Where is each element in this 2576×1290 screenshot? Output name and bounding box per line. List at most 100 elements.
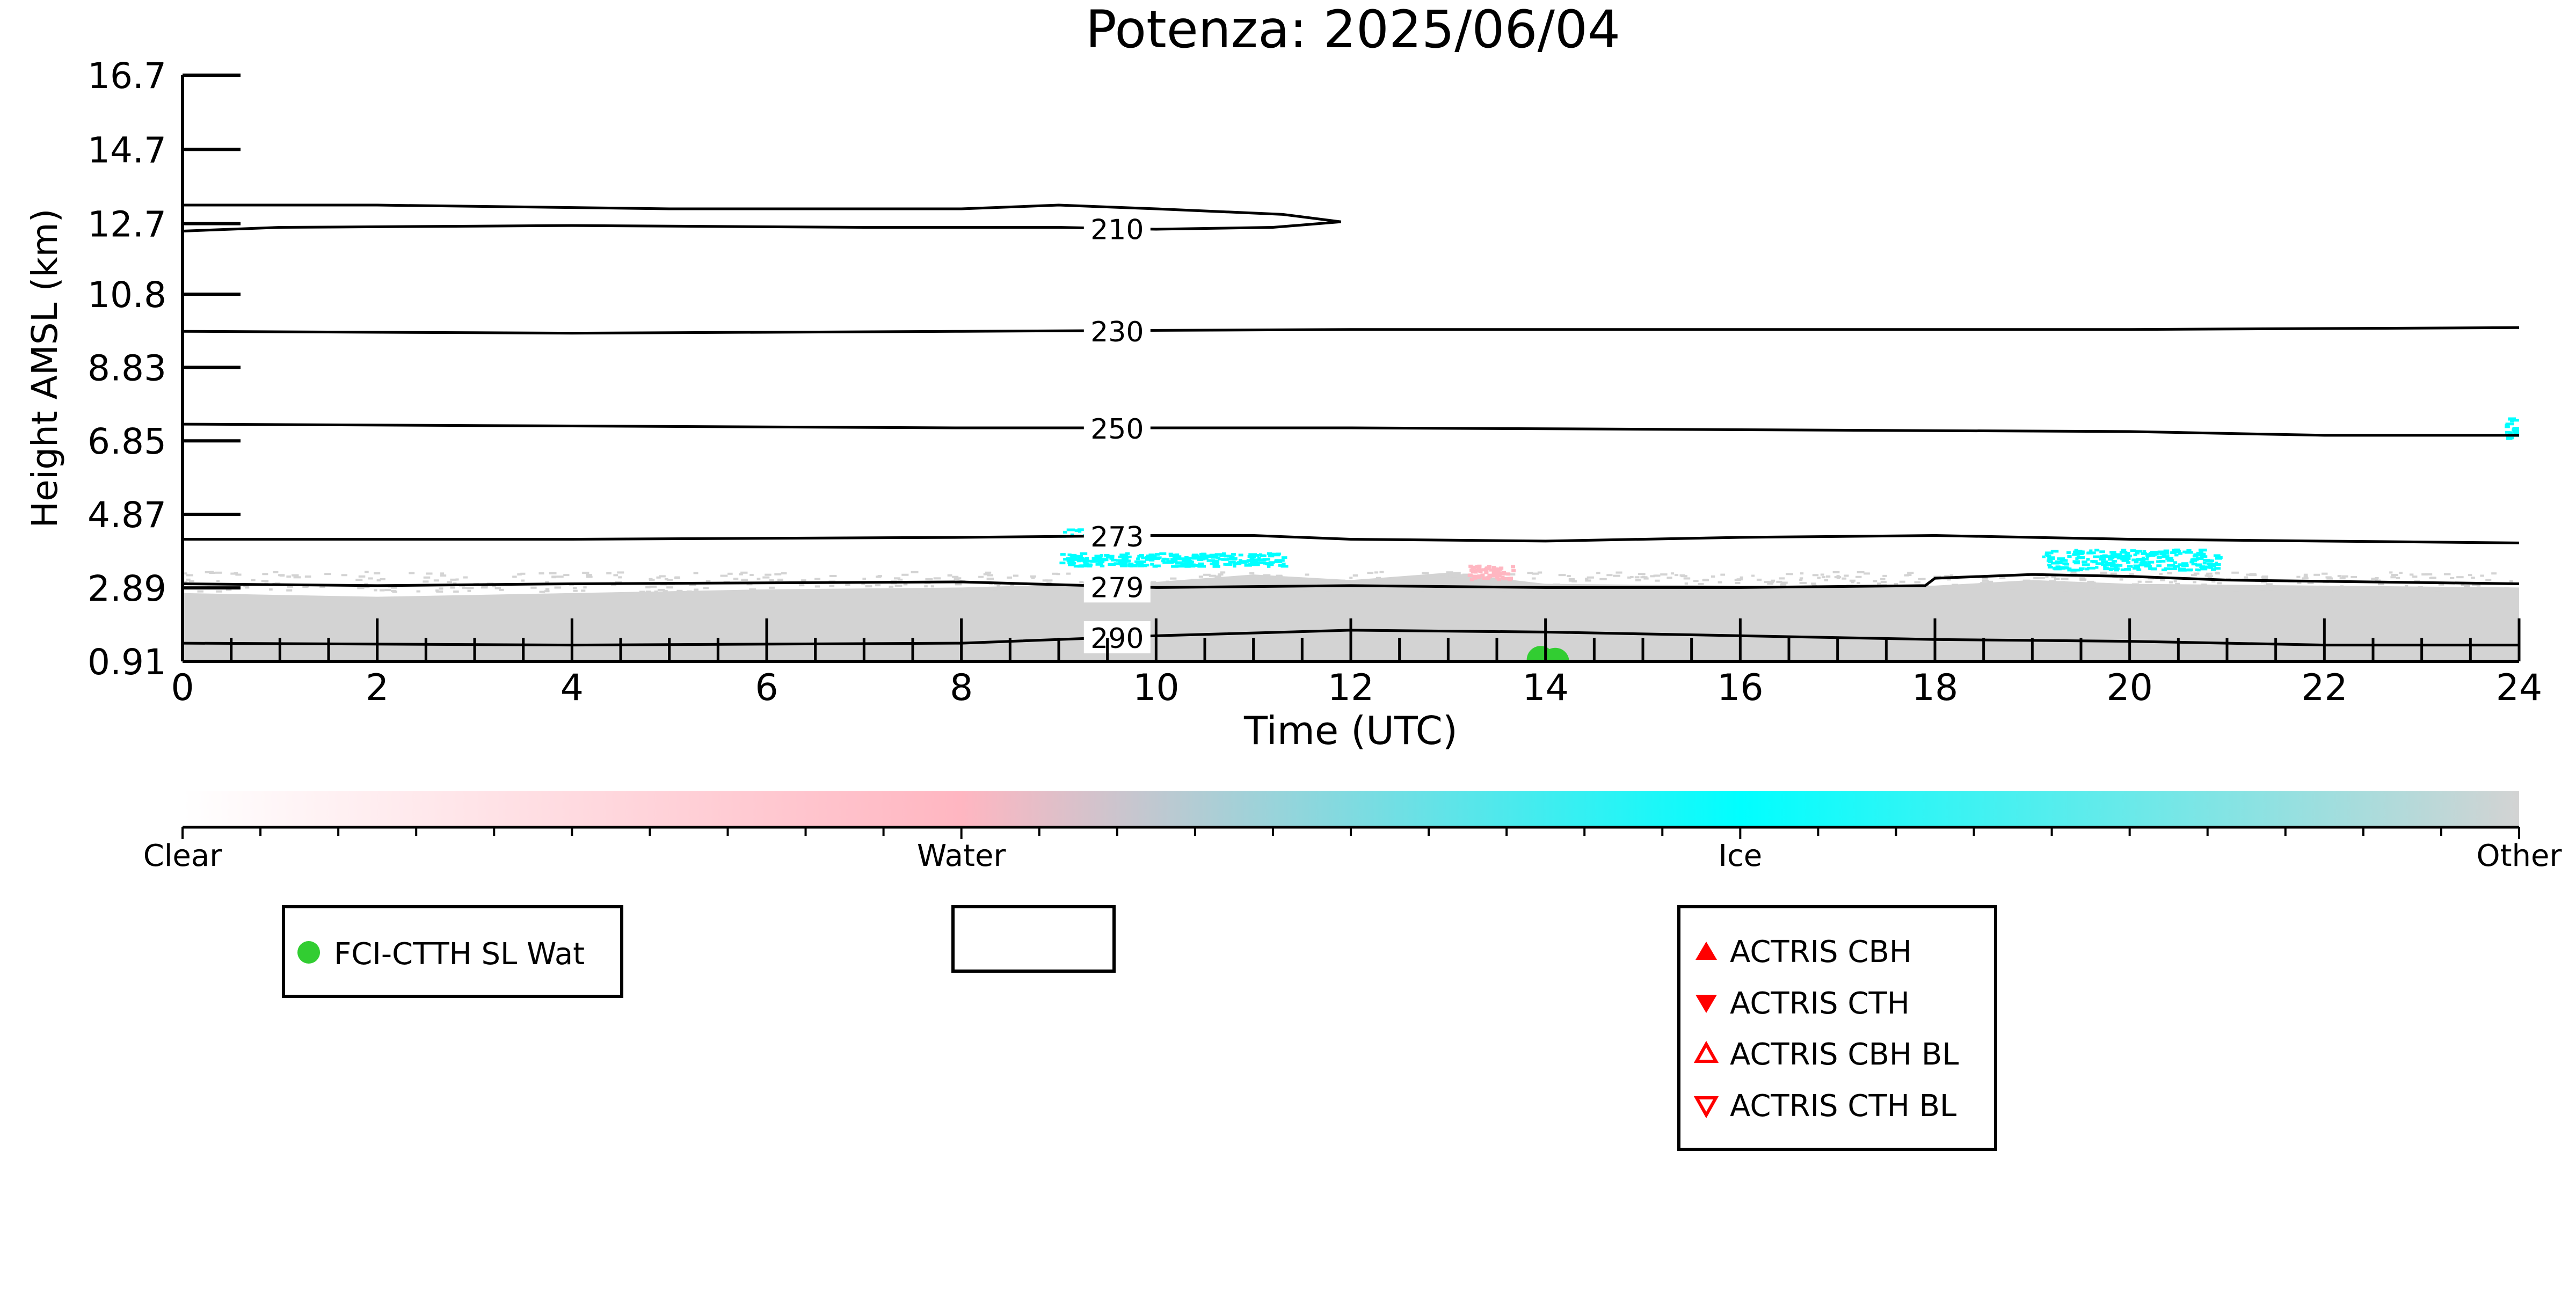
other-speckle <box>2375 579 2381 582</box>
ice-speckle <box>1281 556 1287 559</box>
other-speckle <box>1379 571 1384 573</box>
legend-fci: FCI-CTTH SL Wat <box>282 905 623 998</box>
other-speckle <box>1660 573 1668 576</box>
other-speckle <box>738 573 743 575</box>
ice-speckle <box>2508 431 2513 434</box>
ice-speckle <box>2214 567 2221 570</box>
other-speckle <box>955 583 962 586</box>
other-speckle <box>613 574 618 577</box>
other-speckle <box>865 585 872 588</box>
ice-speckle <box>1083 558 1089 562</box>
x-tick-label: 12 <box>1328 667 1374 709</box>
ice-speckle <box>2124 556 2130 559</box>
other-speckle <box>2201 584 2207 586</box>
legend-actris-box <box>1677 905 1997 1151</box>
x-tick-label: 22 <box>2301 667 2348 709</box>
other-speckle <box>450 586 455 589</box>
other-speckle <box>450 578 457 581</box>
other-speckle <box>186 574 193 577</box>
ice-speckle <box>2145 562 2151 565</box>
colorbar-label: Clear <box>143 839 222 873</box>
water-speckle <box>1497 571 1502 575</box>
other-speckle <box>741 578 748 581</box>
x-tick-label: 20 <box>2106 667 2153 709</box>
other-speckle <box>1918 578 1923 580</box>
legend-cbh-bl-label: ACTRIS CBH BL <box>1730 1037 1959 1072</box>
other-speckle <box>1703 578 1708 581</box>
ice-speckle <box>2202 558 2210 562</box>
ice-speckle <box>2135 551 2140 555</box>
other-speckle <box>1220 571 1226 574</box>
other-speckle <box>1720 573 1726 576</box>
other-speckle <box>376 579 381 582</box>
other-speckle <box>1944 575 1950 578</box>
ice-speckle <box>2099 558 2106 561</box>
other-speckle <box>341 574 347 577</box>
other-speckle <box>1949 574 1954 577</box>
other-speckle <box>2297 581 2302 584</box>
other-speckle <box>778 578 783 581</box>
other-speckle <box>1402 590 1407 593</box>
other-speckle <box>1305 588 1309 591</box>
ice-speckle <box>2187 568 2193 571</box>
other-speckle <box>1642 575 1646 578</box>
other-speckle <box>2070 572 2078 575</box>
water-speckle <box>1507 578 1512 581</box>
ice-speckle <box>1175 553 1180 557</box>
other-speckle <box>2337 575 2342 578</box>
other-speckle <box>1352 574 1358 577</box>
other-speckle <box>1825 575 1831 578</box>
ice-speckle <box>2185 551 2193 554</box>
water-speckle <box>1471 570 1475 573</box>
ice-speckle <box>1187 565 1196 568</box>
ice-speckle <box>2191 559 2197 562</box>
other-speckle <box>1066 572 1071 575</box>
other-speckle <box>436 590 443 593</box>
other-speckle <box>2412 575 2418 578</box>
ice-speckle <box>2078 567 2085 570</box>
ice-speckle <box>1150 563 1154 566</box>
ice-speckle <box>2054 566 2062 570</box>
ice-speckle <box>1253 558 1261 562</box>
other-speckle <box>2071 582 2075 585</box>
other-speckle <box>426 572 433 575</box>
ice-speckle <box>1257 561 1267 564</box>
other-speckle <box>947 574 952 577</box>
other-speckle <box>1789 573 1793 575</box>
y-tick-label: 8.83 <box>88 347 166 389</box>
colorbar-label: Other <box>2476 839 2562 873</box>
ice-speckle <box>2050 550 2056 553</box>
ice-speckle <box>2086 558 2090 561</box>
other-speckle <box>693 572 698 574</box>
other-speckle <box>216 590 222 593</box>
ice-speckle <box>1174 562 1182 565</box>
other-speckle <box>1974 589 1978 592</box>
ice-speckle <box>2199 550 2203 553</box>
other-speckle <box>2390 576 2396 579</box>
other-speckle <box>666 579 673 581</box>
ice-speckle <box>2156 564 2162 567</box>
other-speckle <box>304 575 311 578</box>
other-speckle <box>952 575 959 578</box>
other-speckle <box>1431 575 1436 578</box>
other-speckle <box>845 584 850 586</box>
other-speckle <box>2110 572 2117 575</box>
other-speckle <box>2068 589 2073 592</box>
ice-speckle <box>2133 564 2140 567</box>
other-speckle <box>183 572 187 575</box>
other-speckle <box>2307 582 2314 585</box>
other-speckle <box>1343 580 1350 582</box>
ice-speckle <box>1161 559 1166 563</box>
other-speckle <box>2037 577 2045 579</box>
other-speckle <box>666 586 673 589</box>
other-speckle <box>1764 581 1769 584</box>
ice-speckle <box>2082 560 2087 564</box>
other-speckle <box>614 581 622 584</box>
ice-speckle <box>1171 565 1178 568</box>
ice-speckle <box>1125 552 1130 555</box>
other-speckle <box>2260 581 2268 584</box>
ice-speckle <box>2197 569 2201 572</box>
other-speckle <box>186 578 191 581</box>
other-speckle <box>1046 585 1051 587</box>
other-speckle <box>539 591 545 593</box>
